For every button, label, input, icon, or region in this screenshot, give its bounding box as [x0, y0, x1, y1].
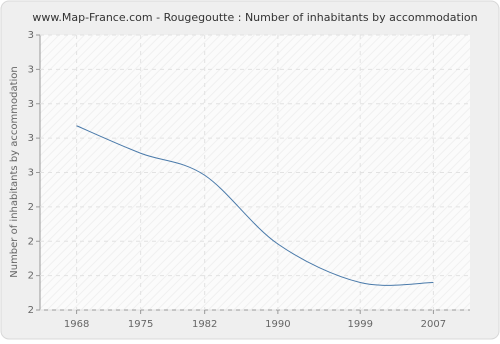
- x-tick-label: 1968: [64, 319, 89, 330]
- y-tick-label: 3: [28, 99, 34, 110]
- x-tick-label: 1990: [265, 319, 290, 330]
- y-tick-label: 2: [28, 236, 34, 247]
- y-tick-label: 2: [28, 271, 34, 282]
- x-tick-label: 1975: [128, 319, 153, 330]
- x-tick-label: 1982: [192, 319, 217, 330]
- x-tick-label: 1999: [347, 319, 372, 330]
- y-tick-label: 3: [28, 133, 34, 144]
- y-tick-label: 3: [28, 168, 34, 179]
- y-axis-label: Number of inhabitants by accommodation: [9, 66, 20, 278]
- y-tick-label: 3: [28, 64, 34, 75]
- line-series: [76, 125, 434, 286]
- plot-hatch: [40, 35, 470, 310]
- y-tick-label: 2: [28, 202, 34, 213]
- y-tick-label: 2: [28, 305, 34, 316]
- y-tick-label: 3: [28, 30, 34, 41]
- x-tick-label: 2007: [421, 319, 446, 330]
- chart-title: www.Map-France.com - Rougegoutte : Numbe…: [32, 11, 477, 24]
